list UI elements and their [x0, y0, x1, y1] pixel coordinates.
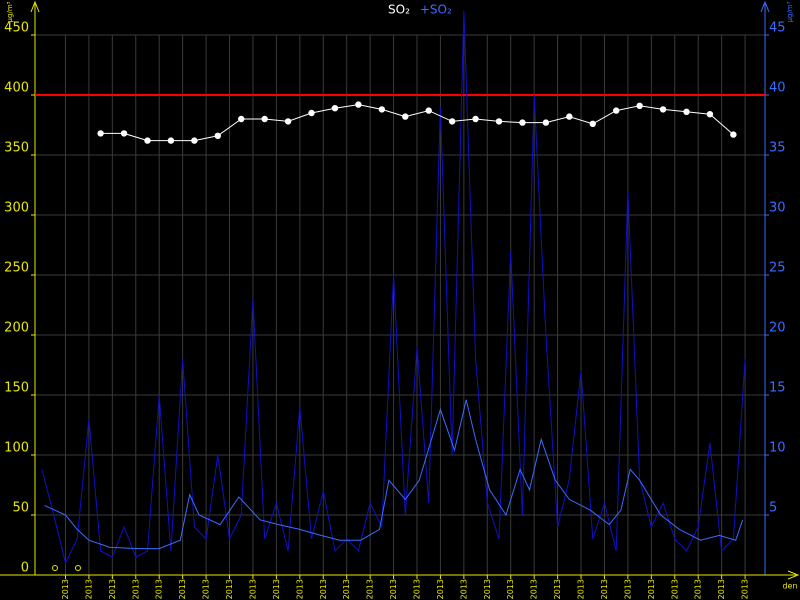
- point: [284, 118, 292, 125]
- point: [519, 119, 526, 126]
- x-tick-label: 29.7. 2013: [342, 579, 351, 600]
- point: [589, 120, 596, 128]
- x-axis-arrow: [787, 570, 800, 580]
- x-tick-label: 11.8. 2013: [647, 579, 656, 600]
- x-tick-label: 12.8. 2013: [670, 579, 679, 600]
- y2-tick-label: 40: [769, 81, 786, 96]
- series-line: [100, 104, 734, 142]
- y2-tick-label: 45: [769, 21, 786, 36]
- x-tick-label: 22.7. 2013: [178, 579, 187, 600]
- y-tick-label: 400: [4, 81, 29, 96]
- y2-tick-label: 25: [769, 261, 786, 276]
- x-tick-label: 28.7. 2013: [319, 579, 328, 600]
- y-tick-label: 150: [4, 381, 29, 396]
- y2-tick-label: 10: [769, 441, 786, 456]
- y2-axis-arrow: [760, 0, 770, 13]
- point: [214, 132, 221, 139]
- x-tick-label: 20.7. 2013: [131, 579, 140, 600]
- series-line: [41, 10, 746, 565]
- y-axis-arrow: [30, 0, 40, 13]
- point: [542, 119, 550, 126]
- x-axis-label: den: [782, 582, 797, 591]
- x-tick-label: 14.8. 2013: [717, 579, 726, 600]
- y-unit: µg/m³: [6, 1, 14, 22]
- y2-unit: µg/m³: [786, 1, 794, 22]
- point: [378, 106, 386, 113]
- x-tick-label: 10.8. 2013: [623, 579, 632, 600]
- x-tick-label: 26.7. 2013: [272, 579, 281, 600]
- y2-tick-label: 15: [769, 381, 786, 396]
- y2-tick-label: 5: [769, 501, 777, 516]
- y-tick-label: 450: [4, 21, 29, 36]
- x-tick-label: 25.7. 2013: [248, 579, 257, 600]
- x-tick-label: 9.8. 2013: [600, 579, 609, 600]
- y2-tick-label: 20: [769, 321, 786, 336]
- point: [355, 101, 362, 108]
- point: [730, 131, 737, 138]
- x-tick-label: 4.8. 2013: [483, 579, 492, 600]
- point: [331, 105, 339, 112]
- x-tick-label: 2.8. 2013: [436, 579, 445, 600]
- y-tick-label: 350: [4, 141, 29, 156]
- legend-entry: SO₂: [388, 3, 410, 17]
- series-line: [44, 399, 744, 550]
- x-tick-label: 24.7. 2013: [225, 579, 234, 600]
- point: [612, 107, 620, 114]
- x-tick-label: 15.8. 2013: [741, 579, 750, 600]
- x-tick-label: 30.7. 2013: [366, 579, 375, 600]
- y-tick-label: 50: [12, 501, 29, 516]
- point: [402, 113, 409, 120]
- point: [636, 102, 643, 110]
- point: [144, 137, 151, 144]
- point: [191, 137, 198, 144]
- x-tick-label: 3.8. 2013: [459, 579, 468, 600]
- point: [566, 113, 573, 120]
- point: [425, 107, 432, 114]
- axis-marker: [75, 565, 81, 571]
- x-tick-label: 5.8. 2013: [506, 579, 515, 600]
- axes: [0, 0, 800, 580]
- point: [472, 115, 479, 123]
- point: [238, 115, 245, 123]
- point: [683, 108, 690, 116]
- axis-marker: [52, 565, 58, 571]
- x-tick-label: 19.7. 2013: [108, 579, 117, 600]
- point: [167, 137, 175, 144]
- point: [97, 130, 104, 137]
- point: [120, 130, 128, 137]
- x-tick-label: 13.8. 2013: [694, 579, 703, 600]
- x-tick-label: 17.7. 2013: [61, 579, 70, 600]
- y2-tick-label: 30: [769, 201, 786, 216]
- legend-entry: +SO₂: [420, 3, 452, 17]
- x-tick-label: 18.7. 2013: [84, 579, 93, 600]
- x-tick-label: 7.8. 2013: [553, 579, 562, 600]
- y-tick-label: 300: [4, 201, 29, 216]
- point: [659, 106, 667, 113]
- point: [706, 111, 714, 118]
- y-tick-label: 250: [4, 261, 29, 276]
- point: [261, 115, 268, 123]
- y-tick-label: 200: [4, 321, 29, 336]
- x-tick-label: 27.7. 2013: [295, 579, 304, 600]
- y-tick-label: 100: [4, 441, 29, 456]
- x-tick-label: 21.7. 2013: [155, 579, 164, 600]
- x-tick-label: 31.7. 2013: [389, 579, 398, 600]
- x-tick-label: 23.7. 2013: [202, 579, 211, 600]
- y-tick-label: 0: [21, 561, 29, 576]
- point: [495, 118, 503, 125]
- point: [308, 109, 315, 117]
- x-tick-label: 1.8. 2013: [412, 579, 421, 600]
- point: [448, 118, 456, 125]
- x-tick-label: 8.8. 2013: [577, 579, 586, 600]
- grid: [35, 34, 765, 575]
- x-tick-label: 6.8. 2013: [530, 579, 539, 600]
- y2-tick-label: 35: [769, 141, 786, 156]
